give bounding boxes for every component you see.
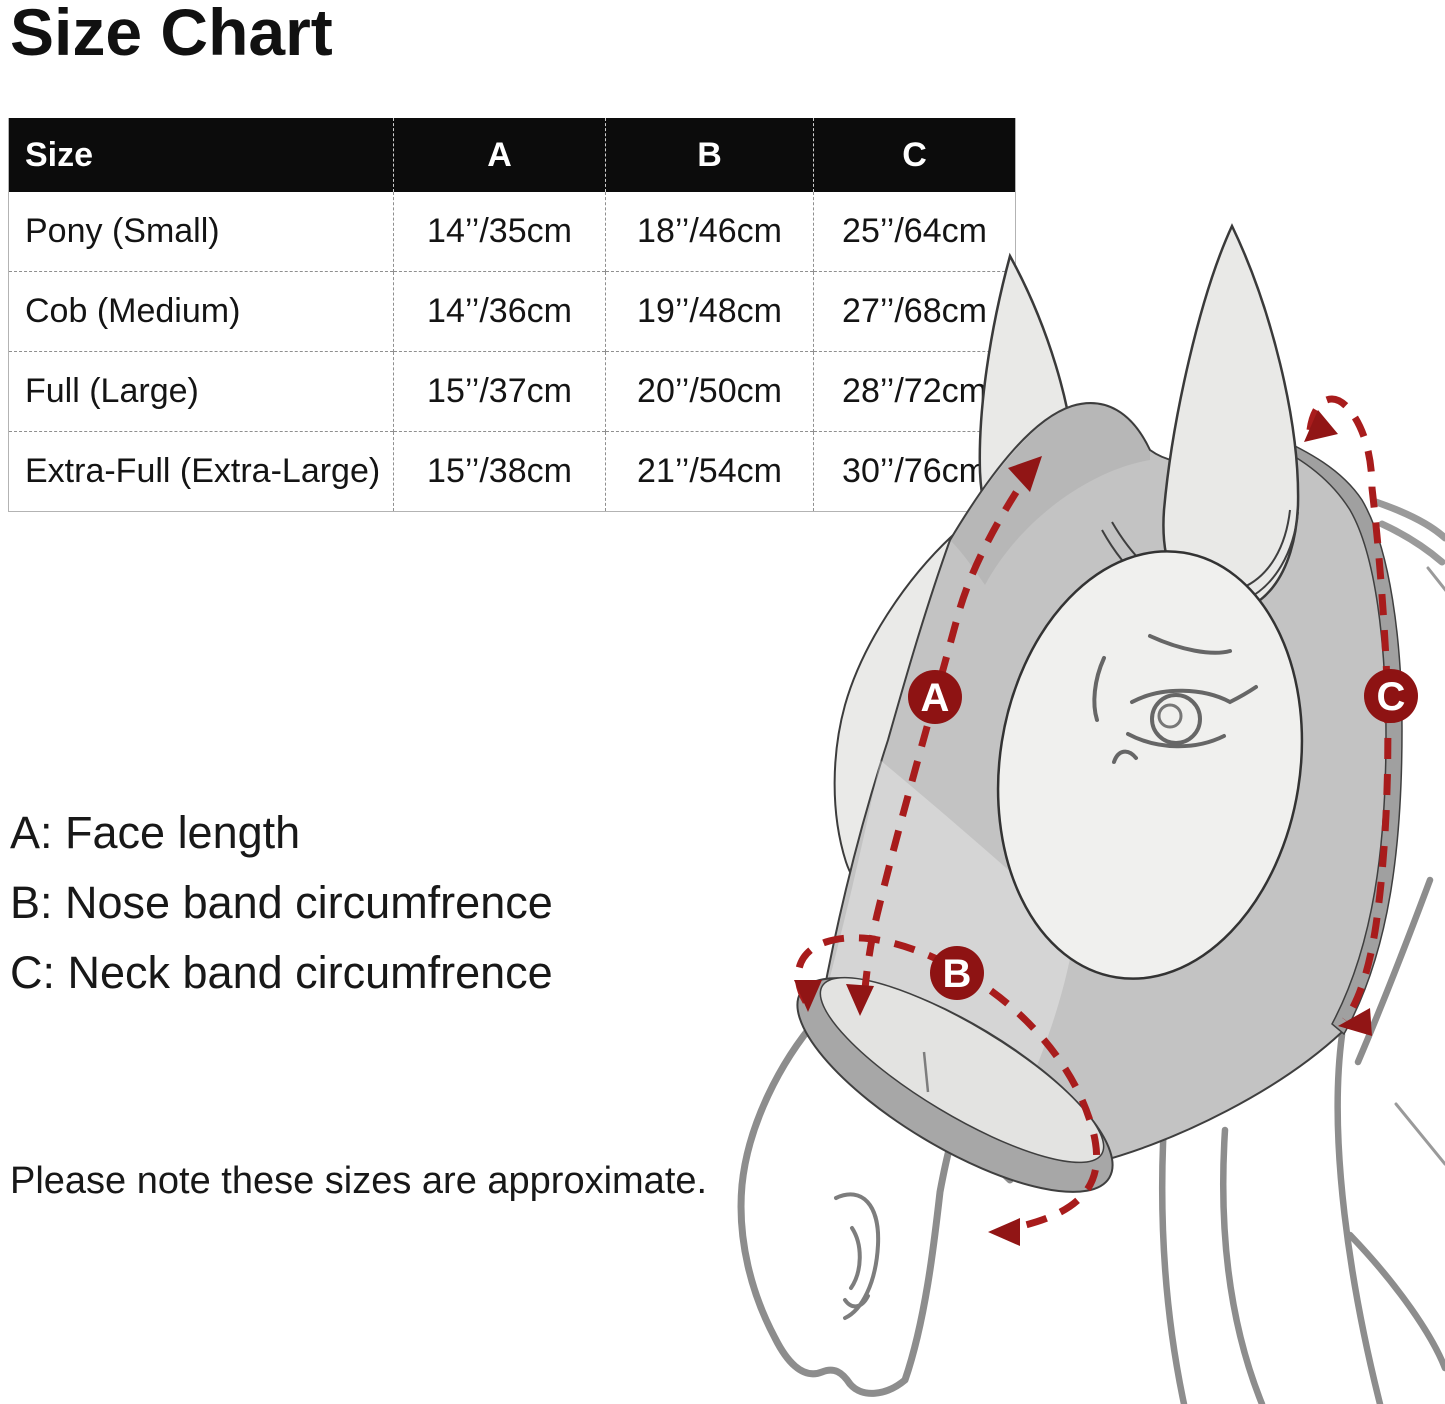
column-header-c: C <box>813 118 1016 192</box>
size-name: Cob (Medium) <box>8 271 394 352</box>
arrow-c-top <box>1304 410 1338 442</box>
marker-c-icon: C <box>1364 669 1418 723</box>
measure-a: 14’’/35cm <box>393 192 606 272</box>
legend-item-b: B: Nose band circumfrence <box>10 877 553 928</box>
arrow-a-bottom <box>846 984 874 1016</box>
column-header-b: B <box>605 118 814 192</box>
measure-b: 21’’/54cm <box>605 431 814 512</box>
arrow-a-top <box>1008 456 1042 492</box>
table-row: Full (Large) 15’’/37cm 20’’/50cm 28’’/72… <box>8 351 1016 432</box>
svg-text:C: C <box>1377 675 1406 719</box>
size-table: Size A B C Pony (Small) 14’’/35cm 18’’/4… <box>8 118 1016 512</box>
marker-b-icon: B <box>930 946 984 1000</box>
size-name: Full (Large) <box>8 351 394 432</box>
legend-item-a: A: Face length <box>10 807 301 858</box>
measurement-legend: A: Face length B: Nose band circumfrence… <box>10 798 553 1008</box>
measurement-arrowheads <box>794 410 1372 1246</box>
approximation-note: Please note these sizes are approximate. <box>10 1160 708 1202</box>
marker-a-icon: A <box>908 670 962 724</box>
measure-a: 15’’/37cm <box>393 351 606 432</box>
horse-neck-lines <box>1158 876 1445 1404</box>
svg-text:B: B <box>943 952 972 996</box>
arrow-b-bottom <box>988 1218 1020 1246</box>
table-header-row: Size A B C <box>8 118 1016 192</box>
measure-a: 14’’/36cm <box>393 271 606 352</box>
svg-text:A: A <box>921 676 950 720</box>
measure-a: 15’’/38cm <box>393 431 606 512</box>
table-row: Pony (Small) 14’’/35cm 18’’/46cm 25’’/64… <box>8 192 1016 272</box>
measure-b: 18’’/46cm <box>605 192 814 272</box>
page-title: Size Chart <box>10 0 333 69</box>
measure-b: 19’’/48cm <box>605 271 814 352</box>
arrow-c-bottom <box>1338 1008 1372 1036</box>
arrow-b-left <box>794 980 822 1012</box>
measure-b: 20’’/50cm <box>605 351 814 432</box>
legend-item-c: C: Neck band circumfrence <box>10 947 553 998</box>
nostril-icon <box>834 1192 881 1320</box>
table-row: Extra-Full (Extra-Large) 15’’/38cm 21’’/… <box>8 431 1016 512</box>
muzzle-whisker-line <box>922 1051 930 1093</box>
measure-line-c <box>1306 395 1392 1023</box>
measure-c: 25’’/64cm <box>813 192 1016 272</box>
mask-blaze-highlight <box>824 760 1075 1105</box>
horse-eye-icon <box>1092 634 1258 764</box>
table-row: Cob (Medium) 14’’/36cm 19’’/48cm 27’’/68… <box>8 271 1016 352</box>
size-name: Pony (Small) <box>8 192 394 272</box>
column-header-size: Size <box>8 118 394 192</box>
column-header-a: A <box>393 118 606 192</box>
size-name: Extra-Full (Extra-Large) <box>8 431 394 512</box>
measurement-lines <box>794 395 1392 1234</box>
horse-fly-mask-diagram: A B C <box>737 223 1445 1404</box>
mask-eye-hole <box>996 550 1304 980</box>
mask-nose-opening <box>819 976 1105 1164</box>
horse-mane-icon <box>1372 498 1445 1166</box>
measure-line-b <box>794 934 1101 1234</box>
mask-crown-shading <box>950 403 1150 585</box>
measure-c: 27’’/68cm <box>813 271 1016 352</box>
